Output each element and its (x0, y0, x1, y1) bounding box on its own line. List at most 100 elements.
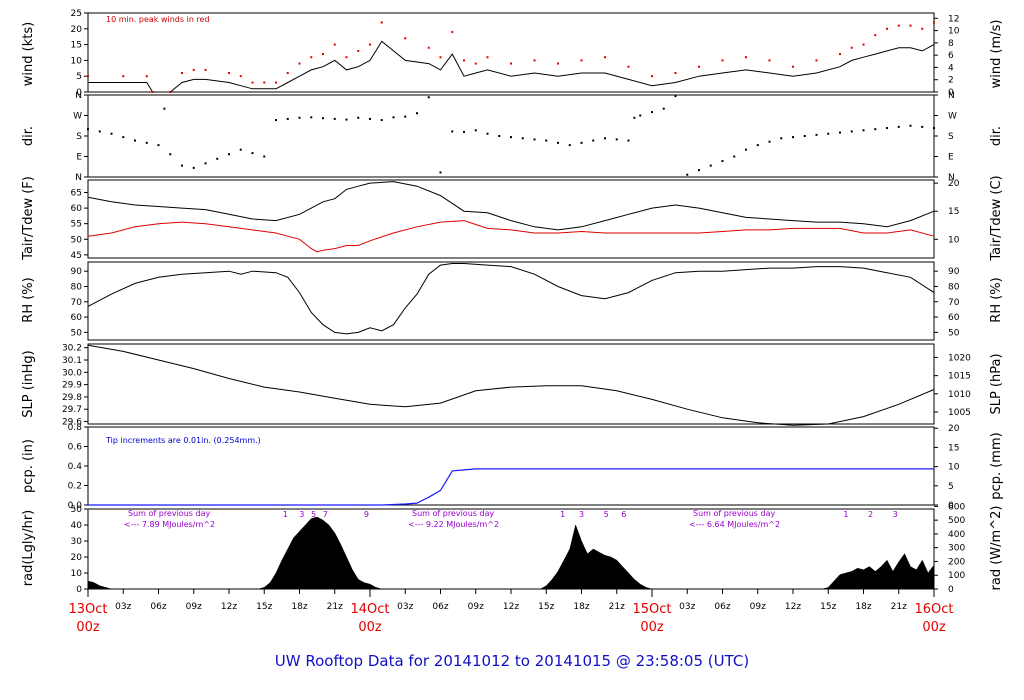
dir-point-15 (251, 152, 254, 155)
rad-marker-6: 3 (579, 510, 584, 519)
dir-point-64 (815, 133, 818, 136)
wind-rtick-label-5: 10 (948, 27, 960, 37)
rh-rtick-label-4: 90 (948, 267, 960, 277)
dir-point-21 (322, 117, 324, 120)
wind-peak-point-14 (298, 62, 301, 65)
wind-peak-point-30 (533, 59, 536, 62)
rad-sum-2-line1: Sum of previous day (412, 509, 494, 518)
rad-right-label: rad (W/m^2) (989, 506, 1004, 591)
wind-peak-point-37 (698, 65, 700, 68)
pcp-ltick-label-1: 0.2 (68, 482, 82, 492)
dir-rtick-label-4: N (948, 173, 955, 183)
dir-ltick-label-4: N (75, 173, 82, 183)
dir-point-45 (604, 137, 606, 140)
hour-label-1-0: 03z (397, 602, 413, 612)
dir-rtick-label-1: W (948, 112, 957, 122)
slp-left-label: SLP (inHg) (21, 350, 36, 418)
panel-frames (87, 12, 935, 590)
dir-right-label: dir. (989, 126, 1004, 146)
dir-point-68 (862, 129, 865, 132)
wind-peak-point-10 (251, 81, 254, 84)
dir-point-60 (768, 140, 771, 143)
dir-point-55 (709, 164, 712, 167)
rad-left-label: rad(Lgly/hr) (21, 510, 36, 586)
wind-peak-point-26 (463, 59, 465, 62)
dir-point-35 (486, 132, 489, 135)
temp-right-label: Tair/Tdew (C) (989, 175, 1004, 261)
pcp-right-label: pcp. (mm) (989, 432, 1004, 499)
dir-point-51 (662, 107, 665, 110)
dir-point-57 (733, 155, 736, 158)
rh-rtick-label-3: 80 (948, 282, 960, 292)
rad-ltick-label-4: 40 (71, 521, 83, 531)
rh-rtick-label-2: 70 (948, 298, 960, 308)
rh-line (87, 263, 935, 335)
wind-line (88, 40, 935, 93)
hour-label-2-4: 15z (820, 602, 836, 612)
dir-point-12 (216, 157, 219, 160)
wind-rtick-label-0: 0 (948, 88, 954, 98)
day-date-0: 13Oct (68, 602, 107, 617)
day-hour-3: 00z (922, 620, 946, 635)
temp-ltick-label-2: 55 (71, 220, 82, 230)
wind-peak-point-33 (604, 56, 606, 59)
slp-rtick-label-2: 1015 (948, 372, 971, 382)
rad-marker-0: 1 (283, 510, 288, 519)
hour-label-1-5: 18z (573, 602, 589, 612)
wind-peak-point-11 (263, 81, 266, 84)
pcp-rtick-label-1: 5 (948, 482, 954, 492)
dir-point-19 (298, 116, 301, 119)
rh-ltick-label-0: 50 (71, 328, 83, 338)
hour-label-2-6: 21z (891, 602, 907, 612)
dir-point-1 (98, 130, 101, 133)
rad-rtick-label-3: 300 (948, 544, 965, 554)
rad-marker-8: 6 (621, 510, 626, 519)
dir-point-23 (345, 118, 348, 121)
temp-ltick-label-4: 65 (71, 188, 82, 198)
rad-sum-3-line2: <--- 6.64 MJoules/m^2 (689, 520, 780, 529)
dir-point-49 (639, 114, 642, 117)
dir-point-52 (674, 95, 677, 98)
wind-ltick-label-1: 5 (76, 72, 82, 82)
slp-ltick-label-4: 30.0 (62, 368, 82, 378)
dir-point-54 (698, 169, 700, 172)
temp-ltick-label-1: 50 (71, 235, 83, 245)
wind-peak-point-35 (651, 75, 653, 78)
dir-point-32 (451, 130, 454, 133)
wind-ltick-label-4: 20 (71, 25, 83, 35)
wind-rtick-label-6: 12 (948, 14, 959, 24)
hour-label-2-0: 03z (679, 602, 695, 612)
dir-point-61 (780, 137, 783, 140)
hour-label-1-4: 15z (538, 602, 554, 612)
wind-peak-point-21 (380, 21, 383, 24)
slp-rtick-label-0: 1005 (948, 408, 971, 418)
temp-rtick-label-2: 20 (948, 179, 960, 189)
slp-frame (87, 343, 935, 425)
wind-peak-point-16 (322, 53, 324, 56)
dir-ltick-label-3: E (76, 153, 82, 163)
dir-rtick-label-3: E (948, 153, 954, 163)
rh-rtick-label-1: 60 (948, 313, 960, 323)
pcp-ltick-label-2: 0.4 (68, 462, 83, 472)
wind-peak-point-22 (404, 37, 407, 40)
wind-rtick-label-3: 6 (948, 51, 954, 61)
dir-point-2 (110, 132, 113, 135)
rad-area (87, 516, 935, 590)
day-hour-1: 00z (358, 620, 382, 635)
slp-line (87, 344, 935, 426)
wind-peak-point-34 (627, 65, 630, 68)
dir-point-30 (427, 96, 430, 99)
dir-point-59 (756, 144, 759, 147)
wind-peak-point-39 (745, 56, 747, 59)
hour-label-2-1: 06z (714, 602, 730, 612)
rad-sum-2-line2: <--- 9.22 MJoules/m^2 (408, 520, 499, 529)
temp-rtick-label-1: 15 (948, 207, 959, 217)
wind-peak-point-45 (862, 43, 865, 46)
wind-peak-point-2 (145, 75, 148, 78)
rad-sum-1-line2: <--- 7.89 MJoules/m^2 (124, 520, 215, 529)
rad-marker-1: 3 (299, 510, 304, 519)
wind-peak-point-7 (204, 68, 207, 71)
wind-ltick-label-3: 15 (71, 41, 82, 51)
pcp-rtick-label-4: 20 (948, 424, 960, 434)
